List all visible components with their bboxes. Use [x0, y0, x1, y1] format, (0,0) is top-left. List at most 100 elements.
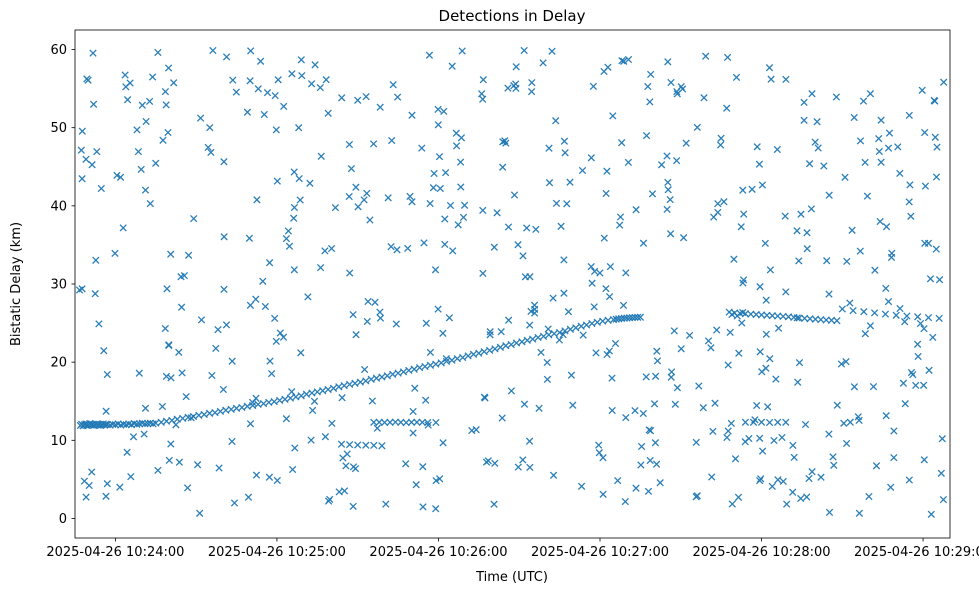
clutter-marker [95, 320, 103, 328]
clutter-marker [265, 259, 274, 267]
clutter-marker [552, 117, 560, 125]
clutter-marker [273, 476, 281, 485]
clutter-marker [587, 262, 595, 271]
clutter-marker [647, 70, 655, 79]
clutter-marker [793, 227, 801, 235]
clutter-marker [327, 244, 336, 253]
clutter-marker [253, 196, 261, 204]
clutter-marker [426, 348, 435, 357]
clutter-marker [519, 456, 527, 464]
clutter-marker [751, 416, 759, 424]
clutter-marker [803, 245, 811, 253]
clutter-marker [331, 203, 340, 212]
clutter-marker [758, 447, 767, 455]
clutter-marker [376, 103, 384, 111]
clutter-marker [170, 79, 178, 87]
clutter-marker [364, 297, 372, 306]
clutter-marker [91, 290, 99, 298]
clutter-marker [479, 206, 487, 215]
clutter-marker [252, 295, 260, 303]
clutter-marker [931, 133, 939, 141]
clutter-marker [163, 285, 171, 293]
clutter-marker [639, 239, 648, 247]
clutter-marker [846, 418, 854, 426]
cluster-9km-marker [370, 441, 378, 450]
clutter-marker [905, 476, 913, 484]
clutter-marker [409, 429, 417, 437]
clutter-marker [338, 394, 346, 402]
target-track-main-marker [572, 324, 580, 332]
clutter-marker [219, 385, 228, 394]
clutter-marker [431, 266, 440, 274]
clutter-marker [825, 191, 833, 199]
clutter-marker [877, 158, 885, 166]
clutter-marker [307, 436, 315, 444]
target-track-main-marker [593, 318, 601, 326]
clutter-marker [164, 64, 173, 72]
target-track-main-marker [405, 366, 413, 375]
clutter-marker [770, 436, 778, 445]
clutter-marker [664, 186, 672, 194]
clutter-marker [284, 227, 293, 235]
target-track-tail-marker [838, 305, 846, 313]
clutter-marker [921, 182, 930, 190]
clutter-marker [766, 355, 774, 363]
flat-segment-12km-a-marker [370, 418, 378, 426]
clutter-marker [119, 224, 127, 232]
target-track-main-marker [582, 321, 591, 329]
clutter-marker [544, 325, 552, 333]
clutter-marker [600, 234, 608, 242]
clutter-marker [280, 102, 288, 111]
clutter-marker [543, 375, 552, 384]
target-track-main-marker [249, 401, 257, 410]
target-track-tail-marker [914, 313, 922, 321]
clutter-marker [539, 59, 547, 67]
clutter-marker [602, 189, 610, 198]
target-track-main-marker [351, 379, 359, 387]
clutter-marker [321, 433, 330, 441]
target-track-main-marker [179, 414, 187, 423]
clutter-marker [885, 129, 894, 137]
clutter-marker [220, 233, 228, 241]
clutter-marker [103, 370, 111, 379]
clutter-marker [197, 316, 206, 324]
clutter-marker [734, 493, 743, 501]
clutter-marker [564, 308, 573, 316]
clutter-marker [882, 412, 890, 420]
clutter-marker [425, 51, 434, 59]
clutter-marker [479, 76, 487, 84]
clutter-marker [739, 186, 747, 194]
target-track-main-marker [588, 319, 596, 328]
clutter-marker [354, 203, 362, 211]
clutter-marker [97, 184, 105, 193]
clutter-marker [877, 116, 885, 124]
clutter-marker [882, 284, 890, 293]
clutter-marker [855, 416, 863, 425]
clutter-marker [273, 177, 281, 185]
clutter-marker [850, 113, 858, 122]
clutter-marker [861, 158, 869, 167]
clutter-marker [204, 143, 212, 152]
target-track-main-marker [281, 395, 289, 403]
clutter-marker [304, 293, 312, 301]
target-track-main-marker [631, 313, 639, 322]
target-track-main-marker [313, 388, 321, 396]
clutter-marker [441, 240, 449, 249]
clutter-marker [247, 47, 255, 55]
clutter-marker [265, 473, 274, 481]
clutter-marker [499, 163, 507, 171]
clutter-marker [220, 285, 228, 294]
clutter-marker [490, 243, 498, 251]
clutter-marker [899, 379, 908, 387]
clutter-marker [392, 320, 400, 328]
clutter-marker [916, 319, 925, 328]
clutter-marker [728, 500, 736, 508]
clutter-marker [419, 503, 427, 511]
clutter-marker [167, 250, 175, 258]
clutter-marker [861, 330, 869, 338]
clutter-marker [871, 266, 879, 274]
clutter-marker [409, 407, 417, 416]
clutter-marker [441, 168, 450, 177]
clutter-marker [657, 161, 666, 169]
clutter-marker [387, 242, 395, 251]
